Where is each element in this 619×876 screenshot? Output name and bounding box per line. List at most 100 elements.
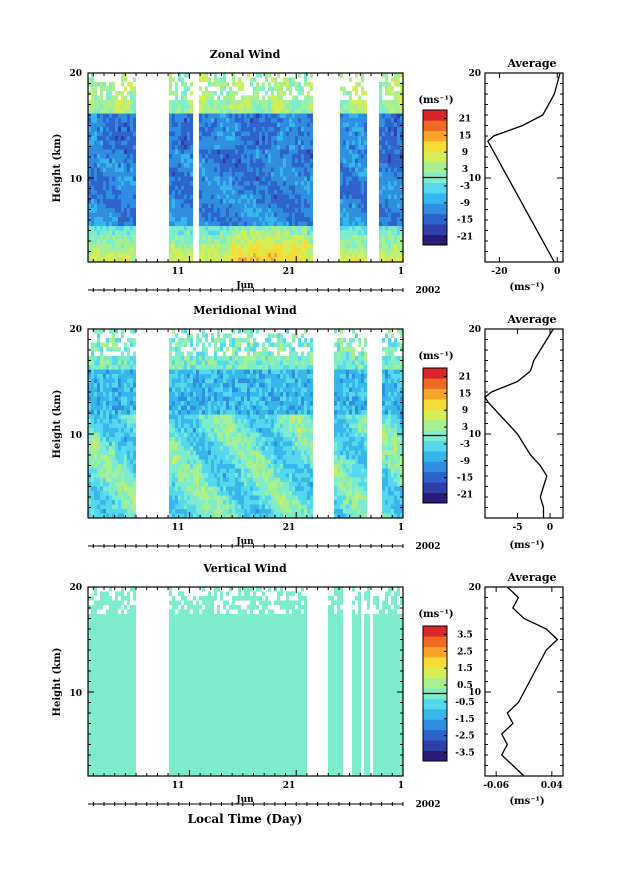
heatmap-cell — [132, 212, 137, 218]
heatmap-cell — [117, 203, 122, 209]
heatmap-cell — [168, 418, 173, 424]
heatmap-cell — [393, 149, 398, 155]
heatmap-cell — [279, 140, 284, 146]
heatmap-cell — [93, 122, 98, 128]
heatmap-cell — [216, 481, 221, 487]
heatmap-cell — [237, 131, 242, 137]
heatmap-cell — [204, 99, 209, 105]
heatmap-cell — [132, 140, 137, 146]
heatmap-cell — [114, 131, 119, 137]
heatmap-cell — [261, 239, 266, 245]
heatmap-cell — [303, 95, 308, 101]
heatmap-cell — [231, 513, 236, 518]
heatmap-cell — [213, 481, 218, 487]
heatmap-cell — [174, 477, 179, 483]
heatmap-cell — [276, 149, 281, 155]
heatmap-cell — [177, 427, 182, 433]
heatmap-cell — [240, 459, 245, 465]
heatmap-cell — [384, 131, 389, 137]
heatmap-cell — [339, 185, 344, 191]
heatmap-cell — [168, 113, 173, 119]
heatmap-cell — [168, 364, 173, 370]
heatmap-cell — [249, 234, 254, 240]
heatmap-cell — [171, 414, 176, 420]
heatmap-cell — [345, 194, 350, 200]
heatmap-cell — [90, 369, 95, 375]
heatmap-cell — [231, 167, 236, 173]
heatmap-cell — [339, 153, 344, 159]
heatmap-cell — [222, 450, 227, 456]
heatmap-cell — [240, 99, 245, 105]
heatmap-cell — [234, 382, 239, 388]
heatmap-cell — [99, 90, 104, 96]
heatmap-cell — [96, 167, 101, 173]
heatmap-cell — [183, 95, 188, 101]
heatmap-cell — [387, 122, 392, 128]
heatmap-cell — [129, 122, 134, 128]
heatmap-cell — [300, 86, 305, 92]
colorbar-tick-label: 3 — [462, 165, 468, 175]
heatmap-cell — [264, 234, 269, 240]
heatmap-cell — [249, 81, 254, 87]
heatmap-cell — [393, 252, 398, 258]
heatmap-cell — [387, 194, 392, 200]
heatmap-cell — [111, 122, 116, 128]
heatmap-cell — [396, 104, 401, 110]
heatmap-cell — [222, 495, 227, 501]
heatmap-cell — [88, 248, 92, 254]
heatmap-cell — [210, 153, 215, 159]
heatmap-cell — [192, 355, 197, 361]
heatmap-cell — [309, 162, 314, 168]
heatmap-cell — [285, 77, 290, 83]
heatmap-cell — [186, 180, 191, 186]
heatmap-cell — [225, 221, 230, 227]
heatmap-cell — [90, 382, 95, 388]
heatmap-cell — [198, 504, 203, 510]
heatmap-cell — [276, 117, 281, 123]
heatmap-cell — [171, 122, 176, 128]
heatmap-cell — [339, 230, 344, 236]
heatmap-cell — [177, 360, 182, 366]
heatmap-cell — [168, 252, 173, 258]
heatmap-cell — [396, 185, 401, 191]
heatmap-cell — [396, 230, 401, 236]
heatmap-cell — [384, 180, 389, 186]
heatmap-cell — [294, 239, 299, 245]
heatmap-cell — [99, 140, 104, 146]
heatmap-cell — [99, 432, 104, 438]
heatmap-cell — [231, 364, 236, 370]
heatmap-cell — [108, 477, 113, 483]
heatmap-cell — [261, 234, 266, 240]
heatmap-cell — [222, 248, 227, 254]
heatmap-cell — [198, 239, 203, 245]
heatmap-cell — [288, 153, 293, 159]
heatmap-cell — [111, 126, 116, 132]
heatmap-cell — [105, 203, 110, 209]
heatmap-cell — [381, 230, 386, 236]
heatmap-cell — [114, 423, 119, 429]
heatmap-cell — [120, 104, 125, 110]
heatmap-cell — [378, 149, 383, 155]
heatmap-cell — [342, 117, 347, 123]
heatmap-cell — [99, 445, 104, 451]
heatmap-cell — [252, 203, 257, 209]
heatmap-cell — [189, 499, 194, 505]
heatmap-cell — [384, 167, 389, 173]
heatmap-cell — [261, 126, 266, 132]
heatmap-cell — [354, 239, 359, 245]
heatmap-cell — [129, 373, 134, 379]
heatmap-cell — [297, 81, 302, 87]
heatmap-cell — [258, 230, 263, 236]
heatmap-cell — [126, 373, 131, 379]
heatmap-cell — [231, 212, 236, 218]
heatmap-cell — [117, 234, 122, 240]
heatmap-cell — [132, 504, 137, 510]
heatmap-cell — [126, 185, 131, 191]
heatmap-cell — [192, 513, 197, 518]
heatmap-cell — [273, 153, 278, 159]
heatmap-cell — [93, 396, 98, 402]
heatmap-cell — [204, 459, 209, 465]
heatmap-cell — [363, 216, 368, 222]
heatmap-cell — [363, 149, 368, 155]
heatmap-cell — [123, 391, 128, 397]
